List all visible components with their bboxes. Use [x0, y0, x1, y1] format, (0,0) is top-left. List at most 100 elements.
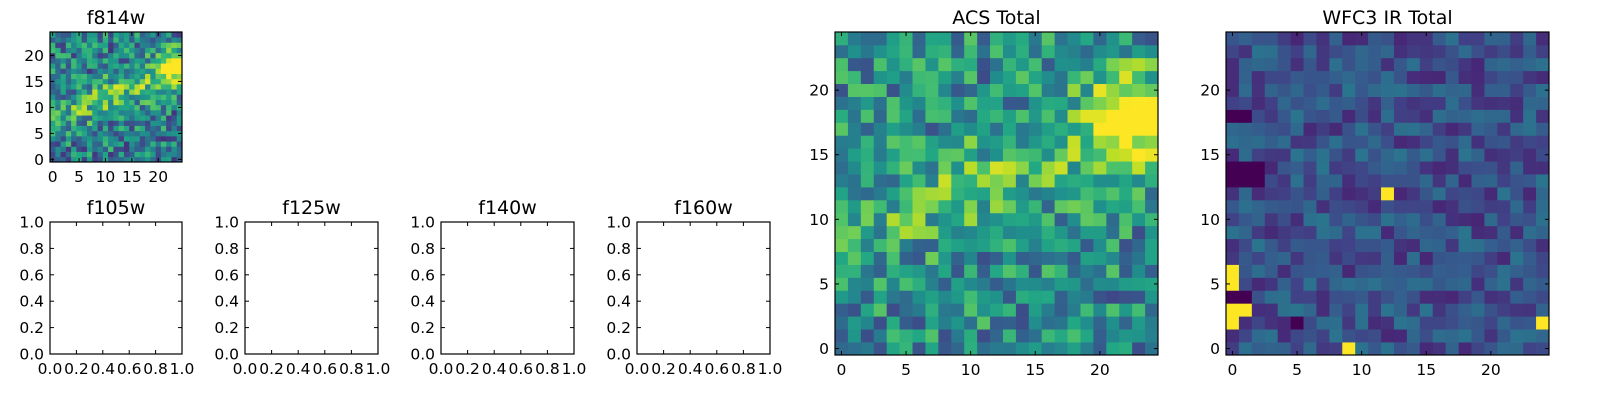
heatmap-cell: [1381, 122, 1395, 136]
heatmap-cell: [50, 99, 56, 106]
x-tick-label: 10: [961, 361, 981, 379]
heatmap-cell: [925, 316, 939, 330]
heatmap-cell: [951, 148, 965, 162]
heatmap-cell: [1067, 32, 1081, 46]
heatmap-cell: [1041, 161, 1055, 175]
heatmap-cell: [1238, 109, 1253, 123]
heatmap-cell: [150, 58, 156, 64]
heatmap-cell: [912, 238, 926, 252]
heatmap-cell: [160, 141, 167, 147]
heatmap-cell: [134, 73, 141, 80]
heatmap-cell: [1226, 32, 1240, 46]
y-tick-label: 0.6: [410, 266, 435, 284]
heatmap-cell: [1445, 303, 1459, 317]
heatmap-cell: [160, 63, 167, 69]
heatmap-cell: [1251, 122, 1266, 136]
heatmap-cell: [92, 130, 98, 137]
heatmap-cell: [1145, 238, 1159, 252]
heatmap-cell: [964, 342, 978, 356]
heatmap-cell: [1028, 44, 1043, 59]
heatmap-cell: [873, 135, 888, 149]
heatmap-cell: [145, 73, 151, 80]
heatmap-cell: [1002, 83, 1017, 97]
heatmap-cell: [108, 58, 114, 64]
heatmap-cell: [938, 290, 952, 304]
heatmap-cell: [1264, 122, 1279, 136]
heatmap-cell: [1015, 251, 1030, 265]
heatmap-cell: [938, 187, 952, 201]
heatmap-cell: [150, 89, 156, 95]
heatmap-cell: [1028, 212, 1043, 227]
heatmap-cell: [1355, 109, 1369, 123]
heatmap-cell: [50, 146, 56, 152]
axes-frame: [636, 221, 771, 355]
heatmap-cell: [835, 264, 849, 278]
heatmap-cell: [938, 251, 952, 265]
heatmap-cell: [1536, 342, 1550, 356]
x-tick-label: 0.2: [651, 360, 676, 378]
heatmap-cell: [81, 58, 88, 64]
heatmap-cell: [1355, 57, 1369, 72]
y-tick-label: 0: [34, 151, 44, 169]
y-tick-label: 0.6: [19, 266, 44, 284]
heatmap-cell: [1132, 225, 1146, 240]
heatmap-cell: [1132, 96, 1146, 110]
heatmap-cell: [171, 58, 178, 64]
heatmap-cell: [1041, 174, 1055, 188]
heatmap-cell: [847, 238, 862, 252]
heatmap-cell: [1238, 316, 1253, 330]
heatmap-cell: [1329, 290, 1343, 304]
heatmap-cell: [1471, 316, 1485, 330]
heatmap-cell: [86, 156, 93, 163]
heatmap-cell: [1145, 303, 1159, 317]
heatmap-cell: [1355, 96, 1369, 110]
heatmap-cell: [847, 161, 862, 175]
heatmap-cell: [139, 141, 146, 147]
heatmap-cell: [145, 115, 151, 121]
heatmap-cell: [1445, 212, 1459, 227]
heatmap-cell: [1080, 57, 1094, 72]
heatmap-cell: [92, 32, 98, 38]
heatmap-cell: [912, 187, 926, 201]
heatmap-cell: [835, 109, 849, 123]
heatmap-cell: [71, 156, 77, 163]
heatmap-cell: [97, 120, 104, 126]
x-tick-label: 10: [1352, 361, 1372, 379]
heatmap-cell: [1106, 290, 1120, 304]
heatmap-cell: [1523, 238, 1537, 252]
heatmap-cell: [1406, 290, 1421, 304]
heatmap-cell: [1342, 96, 1356, 110]
axes-frame: [244, 221, 379, 355]
heatmap-cell: [1419, 303, 1434, 317]
heatmap-cell: [123, 73, 130, 80]
heatmap-cell: [1106, 199, 1120, 214]
heatmap-cell: [1132, 70, 1146, 85]
heatmap-cell: [123, 146, 130, 152]
heatmap-cell: [1329, 57, 1343, 72]
heatmap-cell: [1067, 70, 1081, 85]
heatmap-cell: [65, 94, 72, 100]
heatmap-cell: [1329, 316, 1343, 330]
heatmap-cell: [76, 63, 83, 69]
heatmap-cell: [118, 63, 125, 69]
heatmap-cell: [55, 156, 61, 163]
heatmap-cell: [1067, 148, 1081, 162]
heatmap-cell: [60, 84, 67, 90]
heatmap-cell: [1445, 32, 1459, 46]
heatmap-cell: [925, 109, 939, 123]
heatmap-cell: [899, 225, 913, 240]
heatmap-cell: [1080, 70, 1094, 85]
x-tick-label: 1.0: [758, 360, 783, 378]
heatmap-cell: [1471, 96, 1485, 110]
heatmap-cell: [1419, 238, 1434, 252]
heatmap-cell: [81, 115, 88, 121]
heatmap-cell: [123, 42, 130, 48]
heatmap-cell: [1471, 32, 1485, 46]
heatmap-cell: [65, 84, 72, 90]
heatmap-cell: [108, 94, 114, 100]
heatmap-cell: [990, 264, 1004, 278]
heatmap-cell: [1497, 161, 1511, 175]
heatmap-cell: [1251, 96, 1266, 110]
heatmap-cell: [1458, 109, 1472, 123]
